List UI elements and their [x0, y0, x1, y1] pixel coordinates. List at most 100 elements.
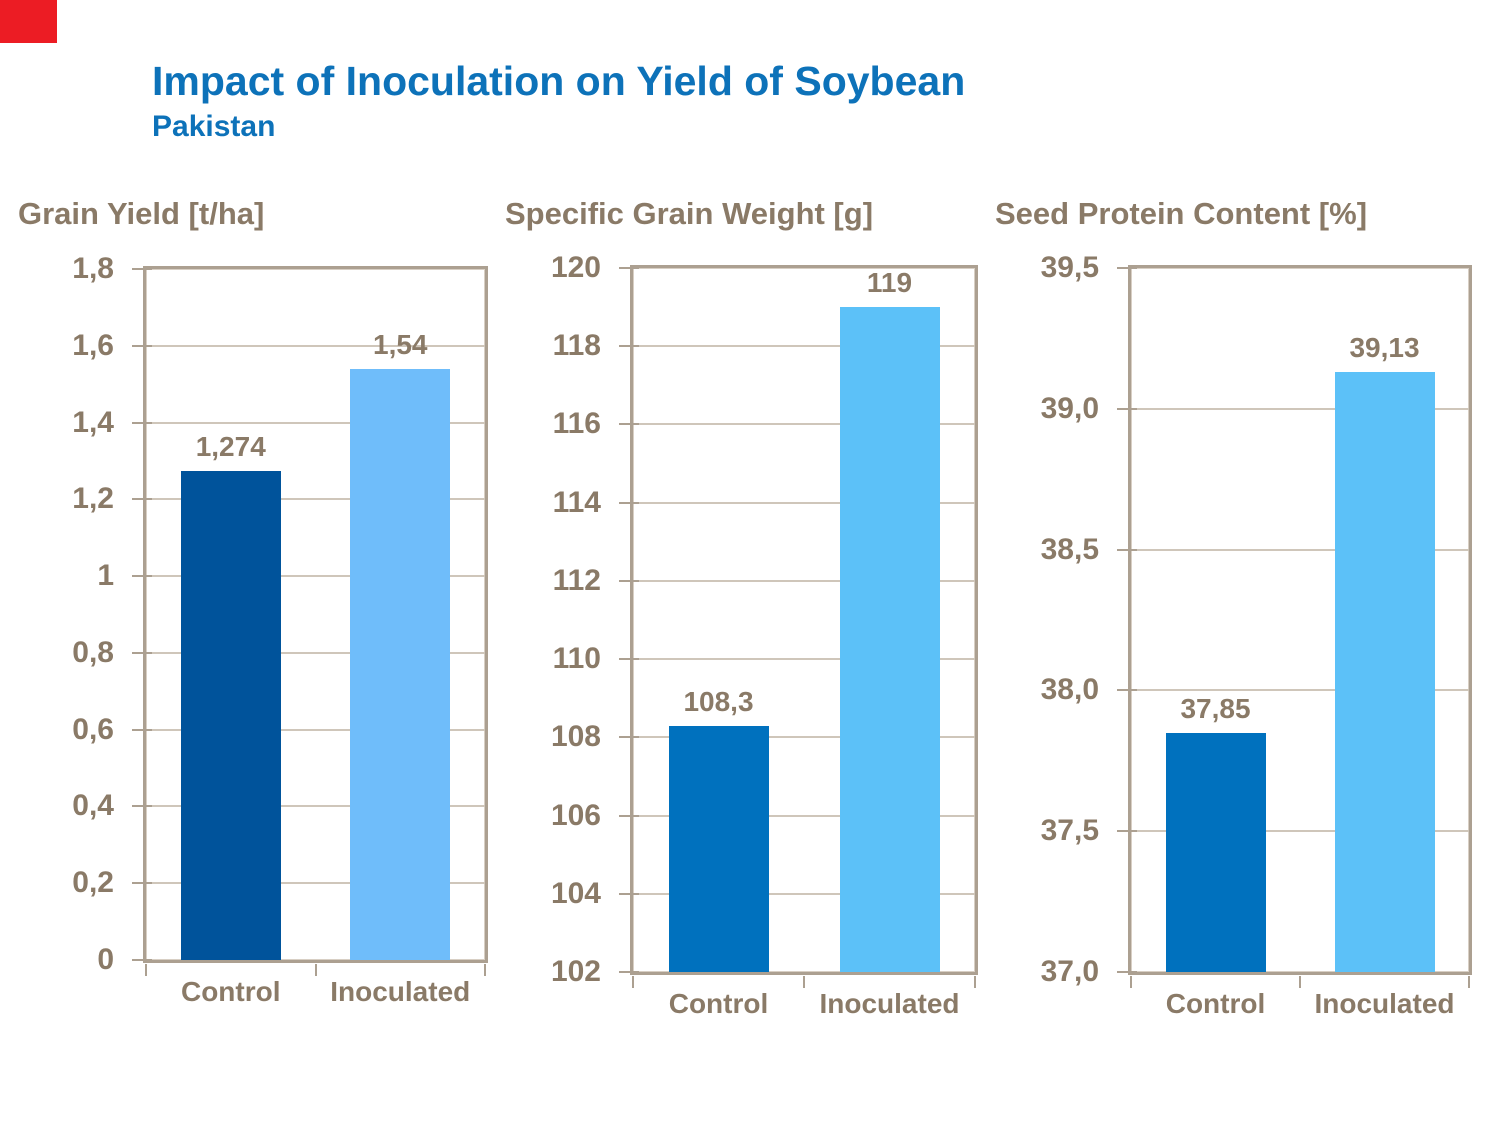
y-axis-label: 112 — [552, 563, 601, 597]
bar-value-label: 119 — [866, 267, 913, 299]
y-axis-tick — [132, 728, 152, 731]
chart-title-seed-protein-content: Seed Protein Content [%] — [995, 196, 1368, 231]
x-category-label: Inoculated — [330, 976, 471, 1007]
y-axis-tick — [619, 658, 639, 661]
y-axis-label: 118 — [552, 329, 601, 363]
y-axis-tick — [619, 579, 639, 582]
gridline — [146, 882, 485, 885]
y-axis-label: 108 — [550, 720, 601, 754]
y-axis-tick — [619, 736, 639, 739]
gridline — [633, 501, 975, 504]
bar-control — [1165, 732, 1266, 972]
chart-specific-grain-weight: 120 118 116 114 112 110 108 106 104 102 108,3 Contr… — [551, 251, 978, 1019]
bar-value-label: 108,3 — [683, 685, 754, 717]
y-axis-tick — [1117, 407, 1137, 410]
bar-value-label: 1,54 — [373, 328, 428, 360]
y-axis-tick — [619, 423, 639, 426]
gridline — [1131, 830, 1469, 833]
y-axis-tick — [132, 805, 152, 808]
y-axis-label: 0,2 — [72, 866, 114, 900]
gridline — [633, 814, 975, 817]
y-axis-tick — [1117, 689, 1137, 692]
y-axis-tick — [619, 892, 639, 895]
y-axis-label: 102 — [550, 955, 601, 988]
y-axis-label: 37,5 — [1040, 814, 1099, 848]
y-axis-label: 1,4 — [72, 405, 114, 439]
gridline — [633, 423, 975, 426]
y-axis-label: 110 — [552, 642, 601, 676]
slide-subtitle: Pakistan — [152, 110, 276, 143]
y-axis-label: 38,5 — [1040, 532, 1099, 566]
bar-value-label: 37,85 — [1180, 692, 1251, 724]
y-axis-label: 120 — [550, 251, 601, 284]
y-axis-label: 104 — [550, 876, 601, 910]
y-axis-label: 39,0 — [1040, 391, 1099, 425]
y-axis-tick — [132, 498, 152, 501]
y-axis-label: 39,5 — [1040, 251, 1099, 284]
x-axis-tick — [314, 964, 317, 976]
x-axis-tick — [1468, 976, 1470, 988]
x-category-label: Control — [1165, 988, 1266, 1019]
chart-grain-yield: 1,8 1,6 1,4 1,2 1 0,8 0,6 0,4 0,2 0 1,274 Control 1,… — [72, 252, 488, 1007]
bar-inoculated — [839, 307, 940, 972]
gridline — [1131, 407, 1469, 410]
gridline — [1131, 548, 1469, 551]
x-axis-tick — [974, 976, 976, 988]
accent-red-block — [0, 0, 57, 43]
gridline — [146, 344, 485, 347]
y-axis-tick — [619, 814, 639, 817]
y-axis-tick — [132, 882, 152, 885]
gridline — [633, 736, 975, 739]
gridline — [146, 651, 485, 654]
x-axis-tick — [484, 964, 486, 976]
x-axis-tick — [1299, 976, 1301, 988]
y-axis-label: 37,0 — [1040, 955, 1099, 988]
y-axis-label: 0,6 — [72, 712, 114, 746]
y-axis-tick — [132, 421, 152, 424]
y-axis-tick — [132, 268, 152, 270]
gridline — [633, 658, 975, 661]
y-axis-tick — [1117, 971, 1137, 973]
y-axis-label: 0 — [97, 943, 114, 976]
y-axis-tick — [619, 345, 639, 348]
gridline — [146, 805, 485, 808]
gridline — [633, 892, 975, 895]
bar-control — [180, 470, 281, 960]
x-category-label: Inoculated — [819, 988, 960, 1019]
chart-seed-protein-content: 39,5 39,0 38,5 38,0 37,5 37,0 37,85 Control 39,1… — [1041, 251, 1472, 1019]
x-category-label: Inoculated — [1314, 988, 1455, 1019]
chart-title-grain-yield: Grain Yield [t/ha] — [18, 196, 265, 231]
gridline — [146, 421, 485, 424]
y-axis-tick — [619, 267, 639, 269]
x-category-label: Control — [668, 988, 769, 1019]
gridline — [633, 345, 975, 348]
x-axis-tick — [632, 976, 634, 988]
bar-inoculated — [1334, 372, 1435, 972]
bar-value-label: 1,274 — [195, 430, 266, 462]
y-axis-tick — [132, 344, 152, 347]
x-axis-tick — [1130, 976, 1132, 988]
y-axis-label: 1,2 — [72, 482, 114, 516]
x-category-label: Control — [180, 976, 281, 1007]
y-axis-label: 106 — [550, 798, 601, 832]
gridline — [1131, 689, 1469, 692]
y-axis-label: 0,8 — [72, 635, 114, 669]
y-axis-label: 1,6 — [72, 328, 114, 362]
y-axis-tick — [1117, 267, 1137, 269]
y-axis-tick — [619, 971, 639, 973]
y-axis-label: 1,8 — [72, 252, 114, 285]
y-axis-label: 114 — [552, 485, 601, 519]
bar-value-label: 39,13 — [1349, 332, 1420, 364]
y-axis-label: 38,0 — [1040, 673, 1099, 707]
gridline — [146, 498, 485, 501]
bar-inoculated — [350, 368, 451, 960]
y-axis-label: 116 — [552, 407, 601, 441]
y-axis-tick — [132, 959, 152, 961]
y-axis-tick — [1117, 830, 1137, 833]
chart-title-specific-grain-weight: Specific Grain Weight [g] — [505, 196, 874, 231]
x-axis-tick — [803, 976, 805, 988]
gridline — [146, 575, 485, 578]
y-axis-label: 1 — [97, 559, 114, 593]
y-axis-tick — [619, 501, 639, 504]
